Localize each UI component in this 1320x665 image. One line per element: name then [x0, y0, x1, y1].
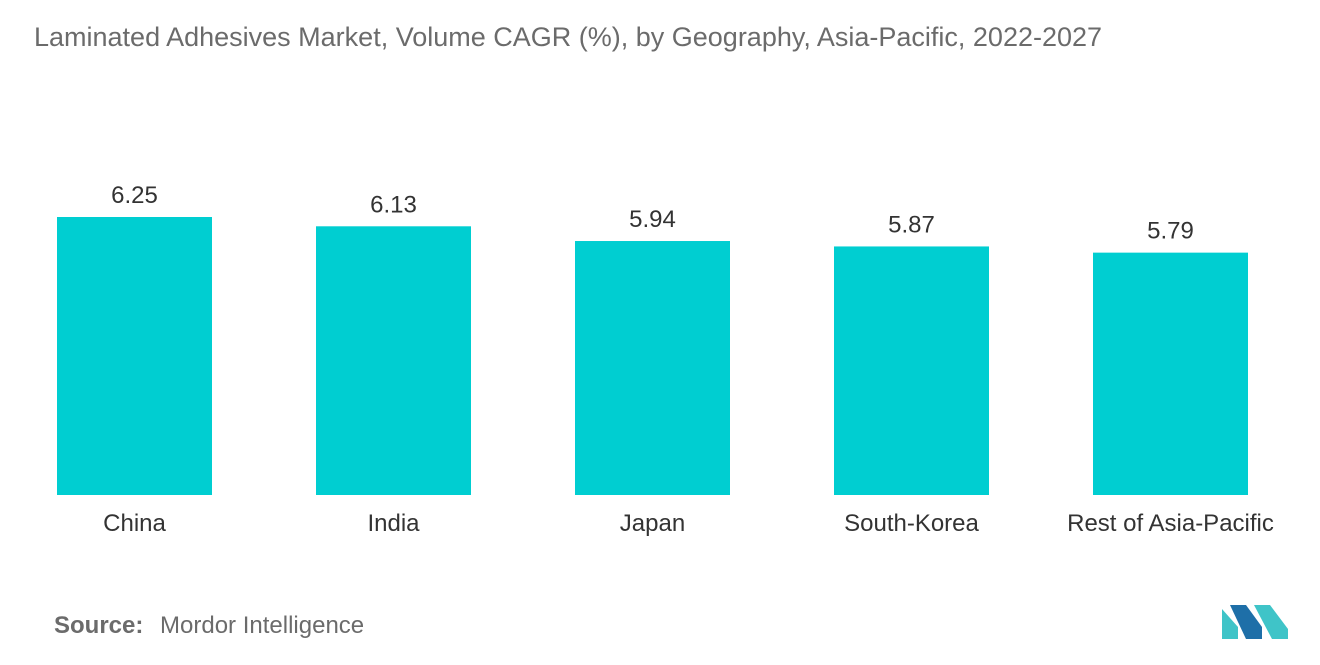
mordor-intelligence-logo-icon: [1222, 603, 1290, 644]
bar-india: [316, 226, 471, 495]
value-label: 5.87: [888, 211, 935, 238]
value-label: 6.13: [370, 191, 417, 218]
category-label: Japan: [620, 510, 685, 537]
category-label: India: [367, 510, 420, 537]
value-label: 5.79: [1147, 218, 1194, 245]
bar-china: [57, 217, 212, 495]
value-label: 5.94: [629, 206, 676, 233]
chart-title: Laminated Adhesives Market, Volume CAGR …: [34, 22, 1103, 52]
category-label: China: [103, 510, 166, 537]
bar-rest-of-asia-pacific: [1093, 252, 1248, 495]
source-note: Source: Mordor Intelligence: [54, 612, 364, 640]
source-label: Source:: [54, 612, 144, 639]
category-label: South-Korea: [844, 510, 979, 537]
bar-japan: [575, 241, 730, 495]
value-label: 6.25: [111, 182, 158, 209]
category-label: Rest of Asia-Pacific: [1067, 510, 1274, 537]
source-text: Mordor Intelligence: [160, 612, 365, 639]
bar-south-korea: [834, 246, 989, 495]
bar-chart: 6.25 China 6.13 India 5.94 Japan 5.87 South-Kor…: [57, 182, 1274, 537]
